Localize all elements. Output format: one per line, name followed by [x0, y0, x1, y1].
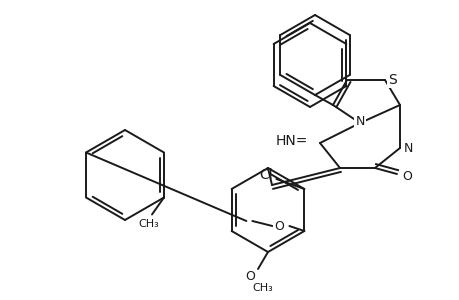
- Text: N: N: [354, 115, 364, 128]
- Text: O: O: [245, 269, 254, 283]
- Text: Cl: Cl: [259, 168, 273, 182]
- Text: N: N: [403, 142, 412, 154]
- Text: CH₃: CH₃: [138, 218, 159, 229]
- Text: CH₃: CH₃: [252, 283, 273, 293]
- Text: HN=: HN=: [275, 134, 308, 148]
- Text: O: O: [401, 169, 411, 182]
- Text: S: S: [388, 73, 397, 87]
- Text: O: O: [274, 220, 284, 232]
